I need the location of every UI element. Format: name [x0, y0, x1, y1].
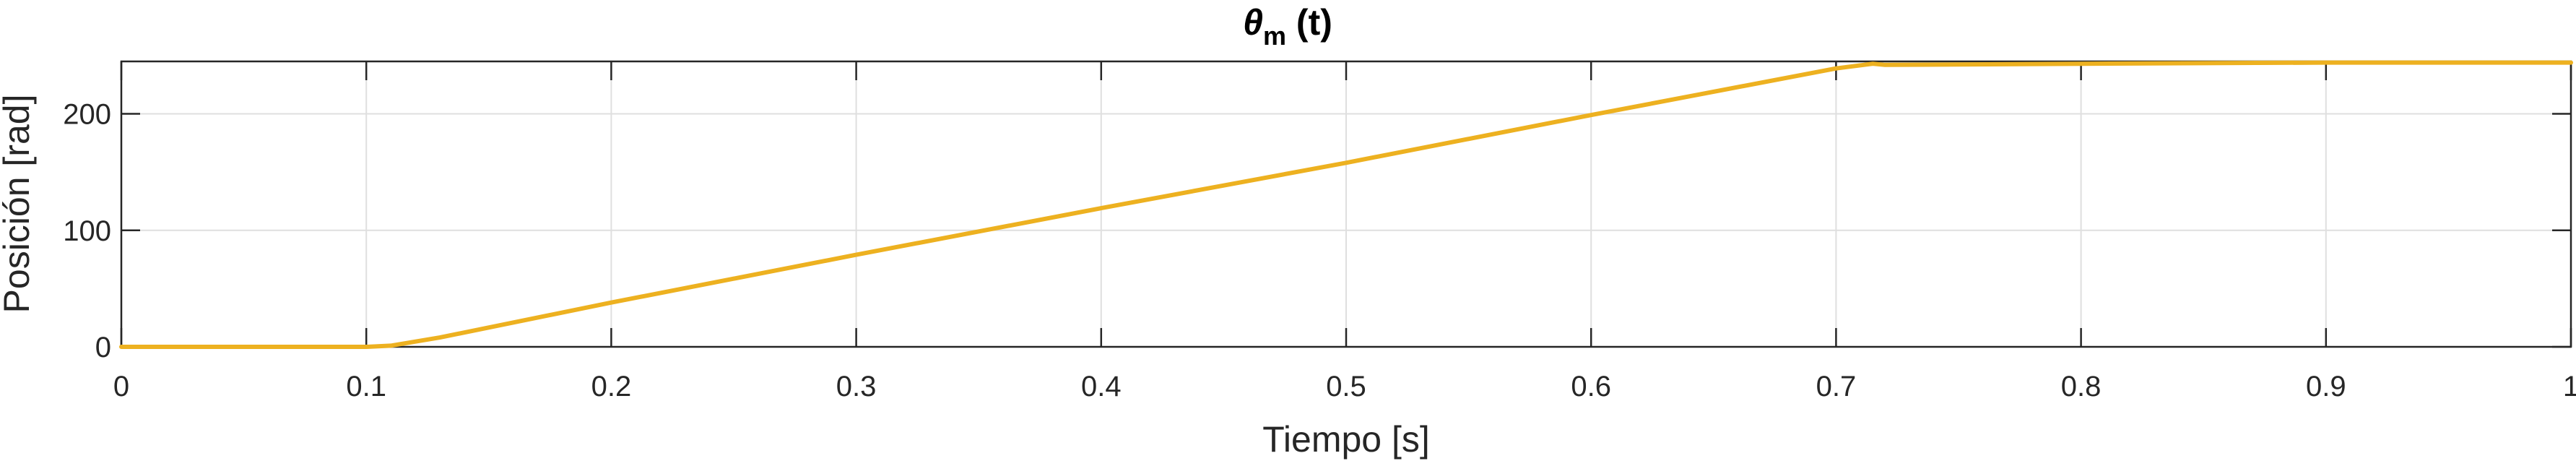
title-suffix: (t): [1286, 2, 1332, 43]
chart-title: θm (t): [1243, 2, 1332, 51]
x-tick-label: 0.2: [591, 371, 632, 402]
x-tick-label: 0.6: [1571, 371, 1611, 402]
y-tick-label: 0: [95, 332, 111, 363]
x-tick-label: 0.3: [836, 371, 877, 402]
series-layer: [119, 60, 2573, 349]
y-tick-labels: 0 100 200: [63, 99, 111, 363]
y-tick-label: 200: [63, 99, 111, 131]
grid: [121, 61, 2572, 348]
x-tick-label: 0: [113, 371, 129, 402]
y-tick-label: 100: [63, 215, 111, 247]
y-axis-label: Posición [rad]: [0, 95, 37, 314]
x-axis-label: Tiempo [s]: [1262, 419, 1430, 460]
x-tick-label: 0.1: [346, 371, 386, 402]
x-tick-label: 0.9: [2306, 371, 2346, 402]
x-tick-label: 0.5: [1326, 371, 1366, 402]
title-symbol: θ: [1243, 2, 1263, 43]
x-tick-label: 0.4: [1081, 371, 1122, 402]
series-line: [119, 60, 2573, 349]
x-tick-label: 0.8: [2061, 371, 2102, 402]
x-tick-labels: 0 0.1 0.2 0.3 0.4 0.5 0.6 0.7 0.8 0.9 1: [113, 371, 2576, 402]
x-tick-label: 0.7: [1816, 371, 1857, 402]
title-subscript: m: [1263, 21, 1286, 51]
x-tick-label: 1: [2563, 371, 2576, 402]
